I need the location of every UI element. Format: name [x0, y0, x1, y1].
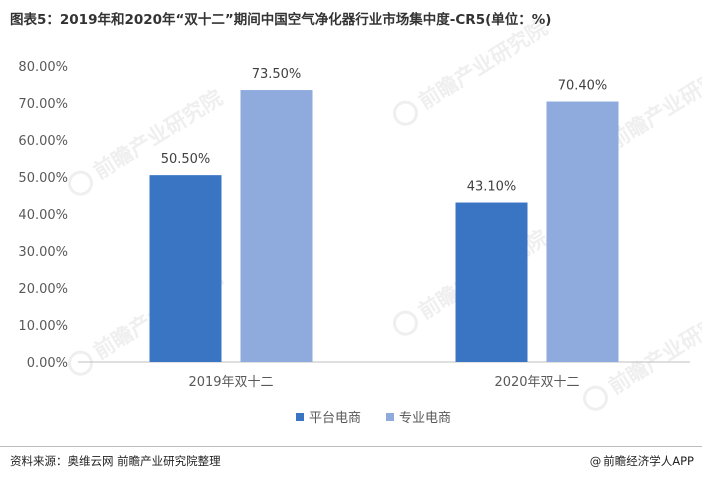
x-tick-label: 2020年双十二 [494, 375, 579, 390]
brand-label: @ 前瞻经济学人APP [590, 453, 694, 469]
legend-label: 平台电商 [309, 411, 361, 426]
watermark-text: 前瞻产业研究院 [89, 86, 226, 184]
bar-value-label: 50.50% [161, 152, 211, 167]
bar [455, 202, 528, 362]
watermark-logo-icon [392, 310, 418, 336]
x-axis: 2019年双十二 2020年双十二 [188, 375, 579, 390]
bar-chart: 前瞻产业研究院前瞻产业研究院前瞻产业研究院前瞻产业研究院前瞻产业研究院前瞻产业研… [18, 16, 702, 426]
legend: 平台电商 专业电商 [296, 411, 451, 426]
footer: 资料来源：奥维云网 前瞻产业研究院整理 @ 前瞻经济学人APP [0, 446, 702, 478]
x-tick-label: 2019年双十二 [188, 375, 273, 390]
source-note: 资料来源：奥维云网 前瞻产业研究院整理 [10, 454, 221, 468]
legend-label: 专业电商 [399, 411, 451, 426]
y-tick-label: 30.00% [18, 245, 68, 260]
y-tick-label: 50.00% [18, 171, 68, 186]
watermark-text: 前瞻产业研究院 [604, 56, 702, 154]
bar-value-label: 73.50% [252, 67, 302, 82]
y-tick-label: 20.00% [18, 282, 68, 297]
y-tick-label: 0.00% [27, 356, 68, 371]
bar [149, 175, 222, 362]
watermark-text: 前瞻产业研究院 [604, 301, 702, 399]
watermark-logo-icon [67, 350, 93, 376]
watermark: 前瞻产业研究院 [392, 16, 552, 126]
bar-value-label: 43.10% [467, 180, 517, 195]
y-tick-label: 10.00% [18, 319, 68, 334]
watermark-logo-icon [67, 170, 93, 196]
y-axis: 0.00% 10.00% 20.00% 30.00% 40.00% 50.00% 60.00… [18, 60, 68, 371]
y-tick-label: 70.00% [18, 97, 68, 112]
legend-swatch [386, 413, 394, 421]
watermark-text: 前瞻产业研究院 [414, 16, 551, 114]
at-icon: @ [589, 454, 602, 468]
bar-series: 50.50% 43.10% 73.50% 70.40% [149, 67, 619, 363]
y-tick-label: 60.00% [18, 134, 68, 149]
bar-value-label: 70.40% [558, 79, 608, 94]
bar [240, 90, 313, 363]
chart-title: 图表5：2019年和2020年“双十二”期间中国空气净化器行业市场集中度-CR5… [10, 12, 552, 28]
y-tick-label: 80.00% [18, 60, 68, 75]
watermark-logo-icon [582, 385, 608, 411]
watermark-logo-icon [392, 100, 418, 126]
y-tick-label: 40.00% [18, 208, 68, 223]
legend-swatch [296, 413, 304, 421]
bar [546, 101, 619, 363]
brand-text: 前瞻经济学人APP [603, 454, 694, 468]
